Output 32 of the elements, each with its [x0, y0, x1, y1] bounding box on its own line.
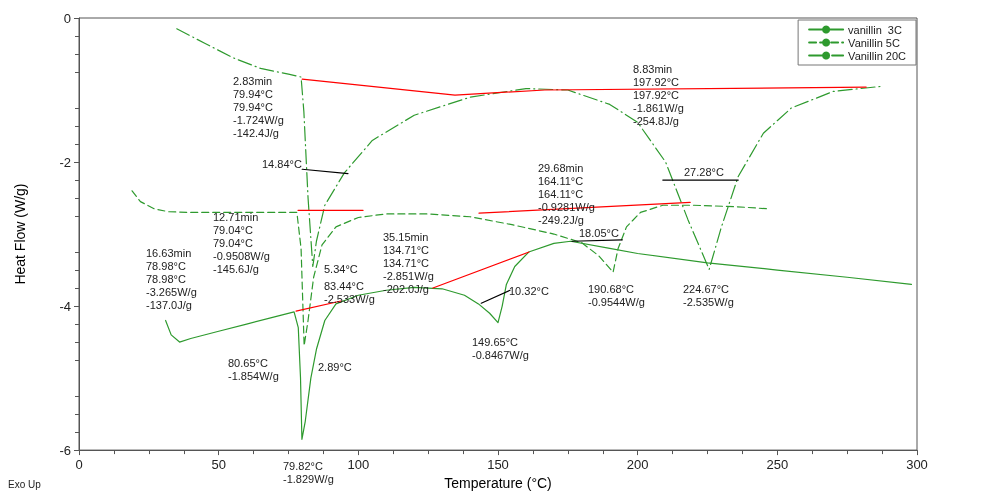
annotation: 2.89°C [318, 360, 352, 373]
y-tick-label: -4 [59, 298, 71, 314]
y-tick-label: -6 [59, 442, 71, 458]
y-tick-label: -2 [59, 154, 71, 170]
x-tick-label: 150 [487, 457, 509, 473]
annotation: 8.83min 197.92°C 197.92°C -1.861W/g -254.8J/g [633, 62, 684, 127]
annotation: 2.83min 79.94°C 79.94°C -1.724W/g -142.4J/g [233, 74, 284, 139]
annotation: 12.71min 79.04°C 79.04°C -0.9508W/g -145.6J/g [213, 210, 270, 275]
annotation: 5.34°C [324, 262, 358, 275]
annotation: 224.67°C -2.535W/g [683, 282, 734, 308]
annotation: 18.05°C [579, 226, 619, 239]
text: 79.82°C -1.829W/g [283, 459, 334, 485]
legend-label: Vanillin 5C [848, 36, 900, 49]
annotation: 80.65°C -1.854W/g [228, 356, 279, 382]
annotation: 10.32°C [509, 284, 549, 297]
x-tick-label: 250 [766, 457, 789, 473]
text: Exo Up [8, 478, 42, 490]
x-tick-label: 50 [211, 457, 226, 473]
x-axis-title: Temperature (°C) [444, 475, 552, 491]
x-tick-label: 0 [75, 457, 83, 473]
annotation: 190.68°C -0.9544W/g [588, 282, 645, 308]
x-tick-label: 200 [626, 457, 649, 473]
annotation: 149.65°C -0.8467W/g [472, 335, 529, 361]
legend-label: Vanillin 20C [848, 49, 907, 62]
y-tick-label: 0 [63, 10, 71, 26]
x-tick-label: 100 [347, 457, 370, 473]
x-tick-label: 300 [906, 457, 928, 473]
annotation: 14.84°C [262, 157, 302, 170]
annotation: 27.28°C [684, 165, 724, 178]
y-axis-title: Heat Flow (W/g) [12, 183, 28, 285]
annotation: 16.63min 78.98°C 78.98°C -3.265W/g -137.0J/g [146, 246, 197, 311]
legend-label: vanillin 3C [848, 23, 902, 36]
